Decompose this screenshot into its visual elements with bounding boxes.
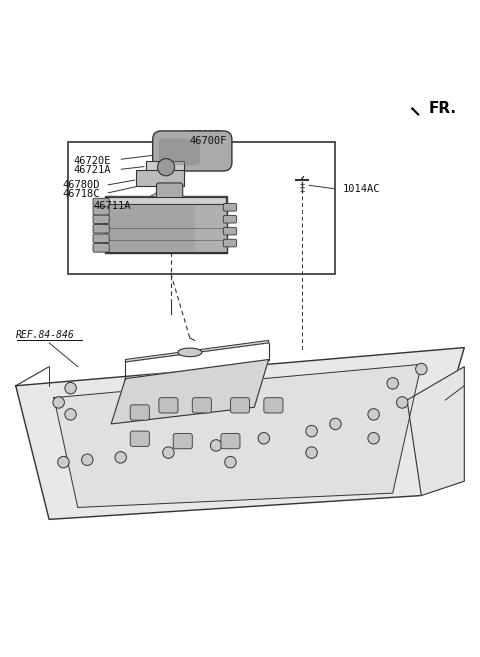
Circle shape [368, 409, 379, 420]
Text: 46700F: 46700F [190, 137, 228, 147]
Circle shape [225, 457, 236, 468]
FancyBboxPatch shape [173, 434, 192, 449]
Circle shape [210, 440, 222, 451]
FancyBboxPatch shape [106, 196, 227, 253]
FancyBboxPatch shape [93, 215, 109, 223]
Circle shape [330, 419, 341, 430]
FancyBboxPatch shape [93, 198, 109, 207]
FancyBboxPatch shape [221, 434, 240, 449]
Circle shape [396, 397, 408, 408]
FancyBboxPatch shape [93, 225, 109, 233]
FancyBboxPatch shape [223, 204, 237, 211]
Circle shape [368, 432, 379, 444]
Polygon shape [125, 340, 269, 362]
Polygon shape [111, 359, 269, 424]
Text: 1014AC: 1014AC [343, 184, 380, 194]
FancyBboxPatch shape [230, 397, 250, 413]
Circle shape [58, 457, 69, 468]
Circle shape [163, 447, 174, 459]
Text: 46700F: 46700F [183, 129, 221, 139]
FancyBboxPatch shape [223, 239, 237, 247]
FancyBboxPatch shape [223, 215, 237, 223]
Ellipse shape [178, 348, 202, 357]
Circle shape [416, 363, 427, 374]
Circle shape [53, 397, 64, 408]
Text: 46721A: 46721A [73, 165, 110, 175]
FancyBboxPatch shape [93, 206, 109, 215]
FancyBboxPatch shape [93, 244, 109, 252]
FancyBboxPatch shape [264, 397, 283, 413]
Circle shape [82, 454, 93, 465]
FancyBboxPatch shape [108, 198, 195, 251]
Text: 46711A: 46711A [93, 201, 131, 212]
FancyBboxPatch shape [136, 170, 184, 187]
FancyBboxPatch shape [156, 183, 183, 200]
Polygon shape [107, 197, 226, 204]
Text: 46720E: 46720E [73, 156, 110, 166]
FancyBboxPatch shape [93, 234, 109, 242]
Circle shape [306, 447, 317, 459]
FancyBboxPatch shape [153, 131, 232, 171]
Text: FR.: FR. [429, 101, 456, 116]
Polygon shape [54, 364, 421, 507]
Circle shape [387, 378, 398, 389]
FancyBboxPatch shape [159, 397, 178, 413]
Circle shape [157, 158, 175, 176]
Text: 46780D: 46780D [62, 180, 100, 191]
Text: REF.84-846: REF.84-846 [16, 330, 74, 340]
Circle shape [306, 425, 317, 437]
FancyBboxPatch shape [145, 162, 184, 175]
FancyBboxPatch shape [192, 397, 211, 413]
FancyBboxPatch shape [223, 227, 237, 235]
FancyBboxPatch shape [159, 139, 200, 166]
Circle shape [115, 451, 126, 463]
Text: 46718C: 46718C [62, 189, 100, 199]
Polygon shape [16, 348, 464, 520]
Polygon shape [407, 367, 464, 495]
FancyBboxPatch shape [130, 405, 149, 420]
Circle shape [258, 432, 270, 444]
FancyBboxPatch shape [130, 431, 149, 446]
Circle shape [65, 409, 76, 420]
Circle shape [65, 382, 76, 394]
